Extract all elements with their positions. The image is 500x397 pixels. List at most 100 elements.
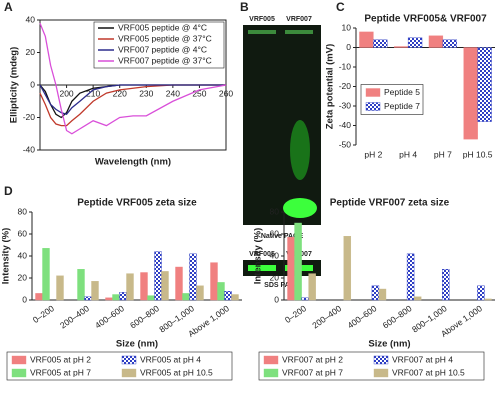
- bar: [154, 251, 162, 301]
- legend-box: [6, 351, 233, 381]
- bar: [119, 292, 127, 301]
- bar: [189, 253, 197, 301]
- y-tick-label: 40: [270, 250, 280, 260]
- bar: [35, 293, 43, 301]
- panel-label: C: [336, 0, 345, 14]
- x-tick-label: 400–600: [93, 303, 126, 330]
- legend-label: VRF007 at pH 10.5: [392, 367, 465, 377]
- x-tick-label: pH 7: [434, 149, 452, 159]
- y-tick-label: 20: [270, 272, 280, 282]
- bar: [301, 297, 309, 301]
- bar: [140, 272, 148, 301]
- y-axis-label: Ellipticity (mdeg): [9, 47, 20, 124]
- x-tick-label: 600–800: [381, 303, 414, 330]
- lane-label: VRF005: [249, 251, 275, 258]
- bar: [463, 47, 478, 140]
- x-tick-label: 200: [59, 88, 73, 98]
- bar: [231, 294, 239, 301]
- y-tick-label: 20: [18, 272, 28, 282]
- line: [39, 84, 226, 115]
- bar: [112, 294, 120, 301]
- bar: [175, 266, 183, 301]
- bar: [294, 222, 302, 301]
- bar: [42, 248, 50, 301]
- bar: [413, 296, 422, 301]
- x-tick-label: pH 10.5: [463, 149, 493, 159]
- y-tick-label: 80: [18, 206, 28, 216]
- y-tick-label: -10: [339, 61, 352, 71]
- y-axis-label: Intensity (%): [253, 228, 264, 284]
- bar: [77, 269, 85, 301]
- y-tick-label: 0: [30, 79, 35, 89]
- y-tick-label: -30: [339, 100, 352, 110]
- legend-swatch: [373, 355, 389, 365]
- y-tick-label: -20: [339, 81, 352, 91]
- bar: [182, 293, 190, 301]
- bar: [308, 273, 316, 301]
- y-tick-label: 0: [346, 42, 351, 52]
- bar: [373, 39, 388, 48]
- bar: [224, 291, 232, 301]
- legend-swatch: [365, 88, 381, 97]
- bar: [84, 296, 92, 301]
- bar: [147, 295, 155, 301]
- y-tick-label: 10: [342, 22, 352, 32]
- bar: [484, 298, 492, 301]
- bar: [359, 31, 374, 48]
- gel-band: [285, 30, 313, 34]
- x-tick-label: 210: [86, 88, 100, 98]
- chart-title: Peptide VRF007 zeta size: [330, 198, 450, 209]
- bar: [161, 271, 169, 301]
- x-tick-label: pH 2: [364, 149, 382, 159]
- legend-swatch: [11, 355, 27, 365]
- legend-swatch: [263, 355, 279, 365]
- bar: [91, 281, 99, 301]
- legend-swatch: [11, 368, 27, 378]
- x-tick-label: 250: [192, 88, 206, 98]
- y-tick-label: 40: [26, 14, 36, 24]
- lane-label: VRF007: [286, 16, 312, 23]
- bar: [477, 285, 485, 301]
- x-tick-label: 0–200: [283, 303, 308, 325]
- legend-label: VRF007 at pH 2: [282, 354, 343, 364]
- bar: [126, 273, 134, 301]
- bar: [442, 39, 457, 48]
- bar: [394, 46, 409, 48]
- x-axis-label: Wavelength (nm): [95, 157, 171, 168]
- legend-label: VRF005 peptide @ 4°C: [118, 22, 207, 32]
- legend-label: VRF007 at pH 4: [392, 354, 453, 364]
- panel-label: A: [4, 0, 13, 14]
- legend-label: Peptide 5: [384, 87, 420, 97]
- x-tick-label: 200–400: [310, 303, 343, 330]
- legend-box: [258, 351, 485, 381]
- lane-label: VRF005: [249, 16, 275, 23]
- y-tick-label: -40: [23, 144, 36, 154]
- x-tick-label: 220: [113, 88, 127, 98]
- y-tick-label: -40: [339, 120, 352, 130]
- bar: [217, 282, 225, 301]
- legend-label: Peptide 7: [384, 101, 420, 111]
- x-tick-label: pH 4: [399, 149, 417, 159]
- gel-caption: Native PAGE: [261, 233, 304, 240]
- gel-band: [248, 30, 276, 34]
- chart-title: Peptide VRF005 zeta size: [77, 198, 197, 209]
- y-tick-label: 60: [18, 228, 28, 238]
- y-tick-label: -50: [339, 139, 352, 149]
- gel-band: [283, 198, 317, 218]
- bar: [343, 235, 352, 301]
- y-tick-label: 0: [274, 294, 279, 304]
- gel-caption: SDS PAGE: [264, 282, 300, 289]
- legend-label: VRF005 at pH 2: [30, 354, 91, 364]
- chart-title: Peptide VRF005& VRF007: [364, 14, 487, 25]
- bar: [371, 285, 380, 301]
- bar: [287, 237, 295, 301]
- y-tick-label: 0: [22, 294, 27, 304]
- bar: [56, 275, 64, 301]
- panel-label: B: [240, 0, 249, 14]
- x-tick-label: 260: [219, 88, 233, 98]
- panel-label: D: [4, 184, 13, 198]
- y-tick-label: 40: [18, 250, 28, 260]
- x-tick-label: 200–400: [58, 303, 91, 330]
- x-tick-label: 230: [139, 88, 153, 98]
